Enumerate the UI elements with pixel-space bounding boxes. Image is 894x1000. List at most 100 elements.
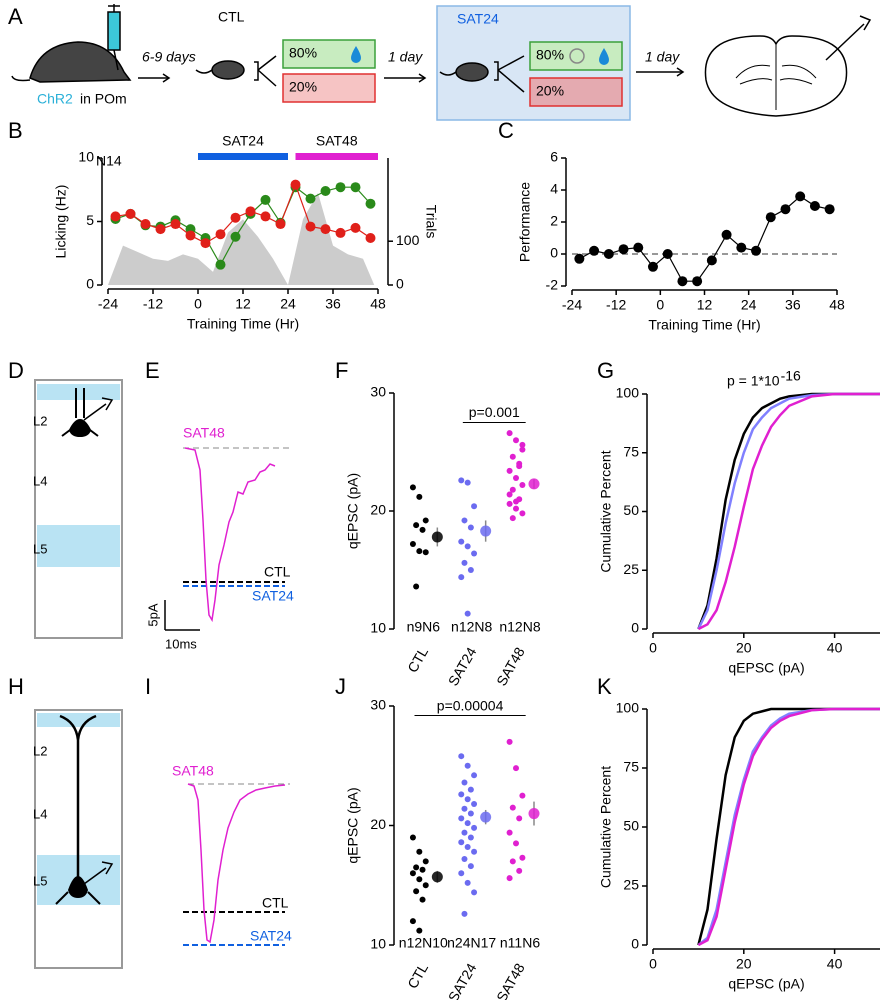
y-axis-label: qEPSC (pA) — [345, 787, 361, 863]
data-point — [516, 867, 523, 874]
data-point — [320, 186, 331, 197]
data-point — [780, 204, 791, 215]
mean-point — [431, 531, 443, 543]
data-point — [409, 484, 416, 491]
label: 1 day — [645, 49, 680, 65]
n-label: n12N8 — [499, 619, 540, 635]
data-point — [409, 834, 416, 841]
n-label: n12N10 — [399, 935, 448, 951]
data-point — [519, 482, 526, 489]
series-line — [697, 392, 880, 630]
data-point — [692, 276, 703, 287]
data-point — [458, 574, 465, 581]
data-point — [509, 453, 516, 460]
data-point — [461, 829, 468, 836]
data-point — [365, 198, 376, 209]
series-line — [697, 707, 880, 946]
data-point — [335, 227, 346, 238]
data-point — [519, 792, 526, 799]
y-tick-label: 30 — [370, 697, 386, 713]
mean-point — [480, 811, 492, 823]
data-point — [409, 541, 416, 548]
n-label: n12N8 — [451, 619, 492, 635]
data-point — [458, 870, 465, 877]
label: 6-9 days — [142, 49, 196, 65]
data-point — [519, 854, 526, 861]
x-tick-label: 40 — [827, 640, 843, 656]
data-point — [603, 249, 614, 259]
data-point — [513, 474, 519, 481]
data-point — [365, 233, 376, 244]
data-point — [409, 870, 416, 877]
data-point — [416, 927, 423, 934]
data-point — [335, 182, 346, 193]
data-point — [110, 211, 121, 222]
data-point — [461, 779, 468, 786]
y-tick-label: 0 — [631, 620, 639, 636]
period-label: SAT24 — [222, 133, 264, 149]
period-bar — [295, 153, 378, 160]
data-point — [125, 208, 136, 219]
data-point — [506, 875, 513, 882]
data-point — [467, 863, 474, 870]
panel-label: H — [8, 674, 24, 699]
panel-label: D — [8, 358, 24, 383]
x-tick-label: 48 — [370, 296, 386, 312]
label: in POm — [80, 91, 127, 107]
period-label: SAT48 — [316, 133, 358, 149]
y-tick-label: 50 — [623, 818, 639, 834]
data-point — [824, 204, 835, 215]
data-point — [464, 820, 471, 827]
data-point — [618, 244, 629, 255]
x-tick-label: 36 — [325, 296, 341, 312]
x-tick-label: 20 — [736, 640, 752, 656]
panel-label: E — [145, 358, 160, 383]
x-tick-label: 12 — [235, 296, 251, 312]
data-point — [305, 221, 316, 232]
data-point — [215, 229, 226, 240]
y-tick-label: 10 — [78, 149, 94, 165]
category-label: SAT48 — [493, 644, 528, 688]
data-point — [200, 238, 211, 249]
y-axis-label: Cumulative Percent — [598, 766, 614, 888]
panel-label: I — [145, 674, 151, 699]
data-point — [413, 522, 420, 529]
data-point — [516, 815, 523, 822]
x-axis-label: qEPSC (pA) — [728, 976, 804, 992]
y-tick-label: 30 — [370, 384, 386, 400]
data-point — [509, 515, 516, 522]
label: CTL — [218, 9, 245, 25]
data-point — [461, 805, 468, 812]
data-point — [516, 463, 523, 470]
panel-label: A — [8, 4, 23, 29]
data-point — [509, 486, 516, 493]
label: SAT24 — [457, 11, 499, 27]
mean-point — [431, 871, 443, 883]
data-point — [647, 261, 658, 272]
x-axis-label: Training Time (Hr) — [648, 317, 760, 333]
x-axis-label: Training Time (Hr) — [187, 316, 299, 332]
data-point — [416, 848, 423, 855]
x-tick-label: -12 — [143, 296, 163, 312]
data-point — [458, 791, 465, 798]
category-label: SAT48 — [493, 960, 528, 1000]
layer-label: L2 — [33, 743, 47, 758]
y2-axis-label: Trials — [423, 205, 439, 239]
x-tick-label: 40 — [827, 956, 843, 972]
data-point — [721, 229, 732, 240]
data-point — [795, 191, 806, 202]
data-point — [416, 493, 423, 500]
data-point — [461, 855, 468, 862]
label: 80% — [536, 47, 564, 63]
x-tick-label: 20 — [736, 956, 752, 972]
trials-area — [108, 193, 375, 285]
data-point — [458, 538, 465, 545]
n-label: n24N17 — [447, 935, 496, 951]
trace-label: SAT48 — [172, 763, 214, 779]
data-point — [464, 543, 471, 550]
panel-label: C — [498, 118, 514, 143]
series-line — [697, 392, 880, 630]
data-point — [471, 800, 478, 807]
data-point — [736, 242, 747, 253]
